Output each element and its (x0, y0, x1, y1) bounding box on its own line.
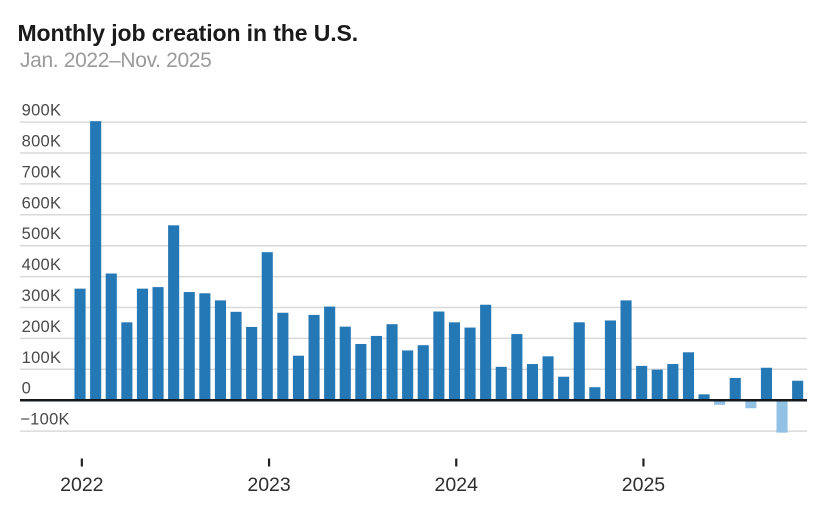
svg-text:600K: 600K (22, 194, 62, 212)
svg-text:500K: 500K (22, 225, 62, 243)
svg-text:200K: 200K (22, 318, 62, 336)
svg-text:−100K: −100K (20, 411, 70, 429)
svg-text:700K: 700K (22, 163, 62, 181)
svg-text:900K: 900K (22, 102, 62, 120)
svg-text:2025: 2025 (622, 474, 666, 496)
svg-text:0: 0 (22, 380, 31, 398)
svg-text:400K: 400K (22, 256, 62, 274)
svg-text:2024: 2024 (435, 474, 479, 496)
svg-text:800K: 800K (22, 133, 62, 151)
svg-text:2022: 2022 (60, 474, 103, 496)
svg-text:2023: 2023 (247, 474, 290, 496)
svg-text:300K: 300K (22, 287, 62, 305)
svg-text:100K: 100K (22, 349, 62, 367)
